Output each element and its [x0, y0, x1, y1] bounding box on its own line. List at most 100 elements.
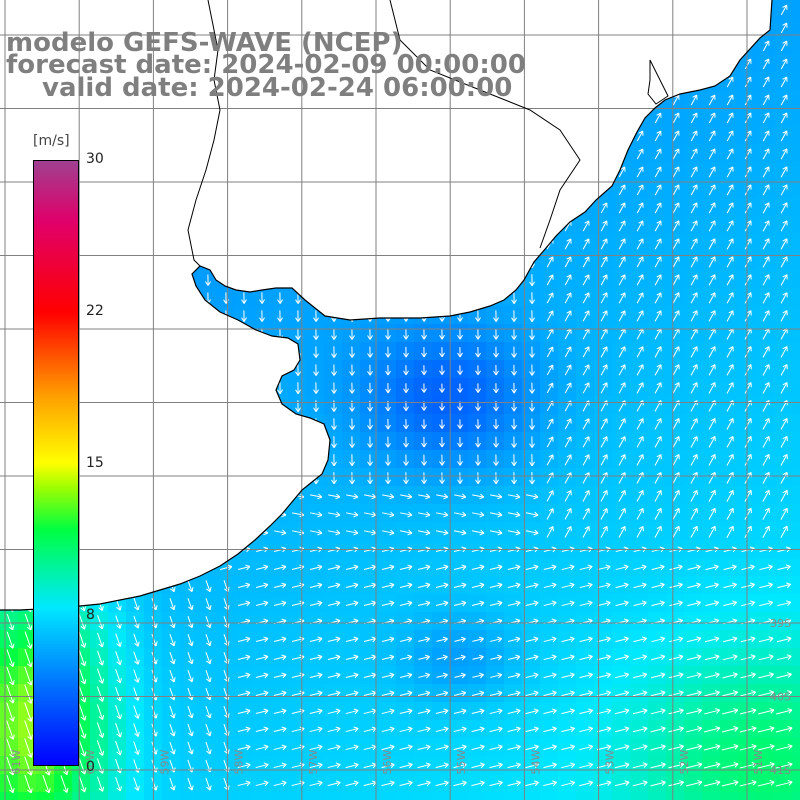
speed-cell: [720, 360, 739, 379]
speed-cell: [702, 576, 721, 595]
speed-cell: [306, 612, 325, 631]
speed-cell: [378, 666, 397, 685]
wind-vector: [529, 4, 535, 16]
wind-vector: [780, 76, 788, 88]
speed-cell: [792, 684, 800, 703]
wind-vector: [582, 166, 590, 178]
speed-cell: [594, 36, 613, 55]
speed-cell: [576, 612, 595, 631]
speed-cell: [396, 684, 415, 703]
speed-cell: [702, 252, 721, 271]
speed-cell: [612, 792, 631, 800]
speed-cell: [720, 324, 739, 343]
speed-cell: [576, 360, 595, 379]
speed-cell: [720, 0, 739, 19]
speed-cell: [576, 720, 595, 739]
speed-cell: [612, 702, 631, 721]
speed-cell: [522, 738, 541, 757]
wind-vector: [367, 166, 373, 178]
speed-cell: [504, 360, 523, 379]
wind-vector: [690, 166, 698, 178]
speed-cell: [720, 504, 739, 523]
speed-cell: [576, 180, 595, 199]
speed-cell: [414, 486, 433, 505]
speed-cell: [18, 0, 37, 19]
wind-vector: [205, 382, 211, 394]
wind-vector: [331, 4, 337, 16]
speed-cell: [108, 162, 127, 181]
wind-vector: [97, 256, 103, 268]
speed-cell: [540, 432, 559, 451]
speed-cell: [792, 306, 800, 325]
wind-vector: [564, 346, 572, 358]
speed-cell: [594, 216, 613, 235]
speed-cell: [378, 504, 397, 523]
speed-cell: [432, 270, 451, 289]
wind-vector: [762, 310, 770, 322]
longitude-label: 58W: [233, 749, 246, 774]
wind-vector: [97, 579, 104, 593]
speed-cell: [558, 72, 577, 91]
wind-vector: [129, 564, 143, 571]
speed-cell: [774, 90, 793, 109]
speed-cell: [684, 36, 703, 55]
speed-cell: [774, 342, 793, 361]
speed-cell: [792, 558, 800, 577]
wind-vector: [672, 76, 680, 88]
speed-cell: [756, 486, 775, 505]
speed-cell: [702, 792, 721, 800]
wind-vector: [457, 401, 463, 411]
speed-cell: [378, 522, 397, 541]
speed-cell: [576, 90, 595, 109]
wind-vector: [762, 364, 770, 376]
wind-vector: [780, 292, 788, 304]
speed-cell: [504, 774, 523, 793]
speed-cell: [306, 234, 325, 253]
speed-cell: [594, 504, 613, 523]
wind-vector: [25, 148, 31, 160]
wind-vector: [133, 454, 139, 467]
speed-cell: [54, 0, 73, 19]
speed-cell: [792, 0, 800, 19]
wind-vector: [25, 578, 33, 594]
wind-vector: [636, 256, 644, 268]
wind-vector: [690, 310, 698, 322]
speed-cell: [432, 612, 451, 631]
wind-vector: [439, 112, 445, 124]
wind-vector: [385, 328, 391, 340]
wind-vector: [690, 4, 698, 16]
speed-cell: [720, 594, 739, 613]
wind-vector: [187, 112, 193, 124]
wind-vector: [457, 4, 463, 16]
speed-cell: [324, 414, 343, 433]
wind-vector: [349, 184, 355, 196]
speed-cell: [306, 630, 325, 649]
speed-cell: [756, 504, 775, 523]
wind-vector: [241, 454, 247, 467]
wind-vector: [546, 274, 554, 286]
speed-cell: [630, 432, 649, 451]
wind-vector: [151, 166, 157, 178]
wind-vector: [133, 256, 139, 268]
speed-cell: [540, 378, 559, 397]
speed-cell: [522, 612, 541, 631]
speed-cell: [468, 576, 487, 595]
speed-cell: [540, 198, 559, 217]
speed-cell: [540, 450, 559, 469]
wind-vector: [385, 4, 391, 16]
wind-vector: [130, 493, 143, 500]
speed-cell: [648, 342, 667, 361]
speed-cell: [234, 738, 253, 757]
wind-vector: [367, 4, 373, 16]
speed-cell: [324, 468, 343, 487]
wind-vector: [690, 22, 698, 34]
wind-vector: [331, 382, 337, 394]
wind-vector: [7, 94, 13, 106]
speed-cell: [558, 684, 577, 703]
speed-cell: [0, 0, 19, 19]
speed-cell: [612, 324, 631, 343]
wind-vector: [457, 184, 463, 196]
speed-cell: [450, 414, 469, 433]
speed-cell: [468, 270, 487, 289]
wind-vector: [295, 436, 301, 449]
